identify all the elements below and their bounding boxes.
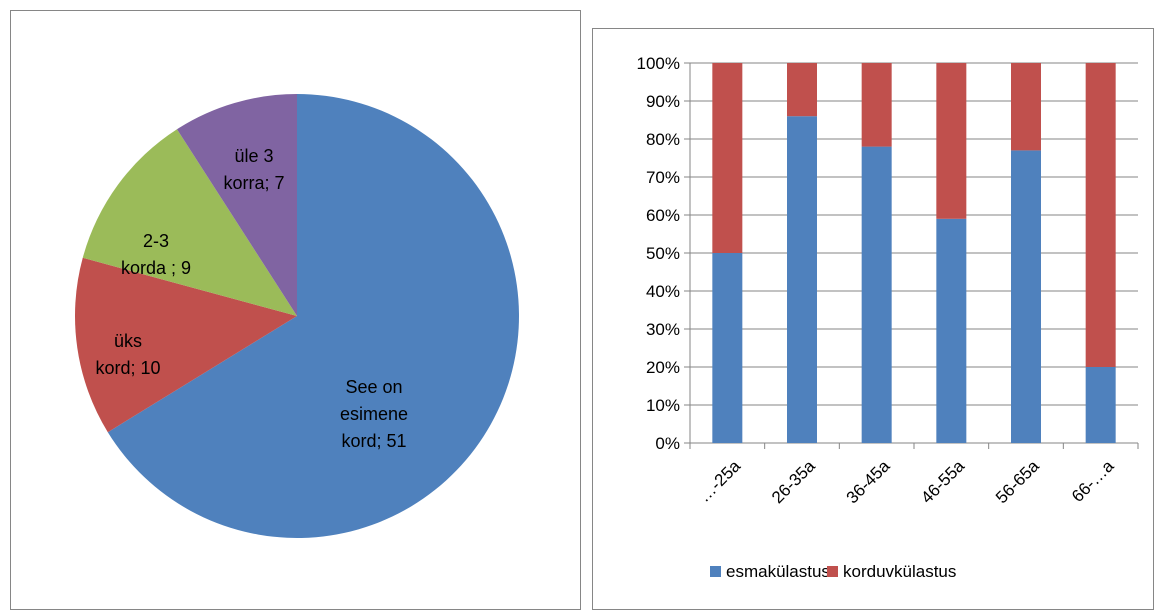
stacked-bar-chart-panel: 0% 10% 20% 30% 40% 50% 60% 70% 80% 90% 100% …-25a 26… — [592, 28, 1154, 610]
y-tick-label: 40% — [646, 282, 680, 301]
pie-slice-0 — [107, 94, 519, 538]
bar-esmakülastus-4 — [1011, 150, 1041, 443]
pie-slice-label-3: üle 3 korra; 7 — [223, 146, 284, 193]
pie-label-line: kord; 51 — [341, 431, 406, 451]
pie-label-line: üle 3 — [234, 146, 273, 166]
legend-label-0: esmakülastus — [726, 562, 830, 581]
x-tick-label: 56-65a — [992, 456, 1043, 507]
bar-korduvkülastus-3 — [936, 63, 967, 219]
y-tick-label: 100% — [637, 54, 680, 73]
bar-esmakülastus-5 — [1085, 367, 1116, 443]
pie-slice-2 — [82, 129, 297, 316]
pie-slice-1 — [74, 257, 297, 433]
x-tick-label: 66-…a — [1068, 456, 1118, 506]
y-tick-label: 10% — [646, 396, 680, 415]
bar-korduvkülastus-4 — [1011, 63, 1041, 151]
y-tick-label: 70% — [646, 168, 680, 187]
x-tick-label: 36-45a — [843, 456, 894, 507]
pie-chart-panel: See on esimene kord; 51 üks kord; 10 2-3 korda… — [10, 10, 581, 610]
pie-slice-label-1: üks kord; 10 — [95, 331, 160, 378]
y-tick-label: 20% — [646, 358, 680, 377]
y-tick-label: 30% — [646, 320, 680, 339]
pie-label-line: kord; 10 — [95, 358, 160, 378]
legend-swatch-1 — [827, 566, 838, 577]
x-tick-label: …-25a — [695, 456, 745, 506]
bar-esmakülastus-1 — [787, 116, 817, 443]
bar-esmakülastus-2 — [861, 146, 892, 443]
bar-korduvkülastus-0 — [712, 63, 743, 253]
y-tick-label: 0% — [655, 434, 680, 453]
bar-esmakülastus-3 — [936, 218, 967, 443]
stacked-bar-chart: 0% 10% 20% 30% 40% 50% 60% 70% 80% 90% 100% …-25a 26… — [637, 54, 1139, 581]
y-tick-label: 80% — [646, 130, 680, 149]
pie-chart: See on esimene kord; 51 üks kord; 10 2-3 korda… — [74, 94, 519, 538]
legend-label-1: korduvkülastus — [843, 562, 956, 581]
legend-swatch-0 — [710, 566, 721, 577]
x-tick-label: 26-35a — [768, 456, 819, 507]
y-tick-label: 50% — [646, 244, 680, 263]
y-tick-label: 90% — [646, 92, 680, 111]
pie-slice-3 — [176, 94, 297, 316]
pie-label-line: See on — [345, 377, 402, 397]
bar-korduvkülastus-5 — [1085, 63, 1116, 367]
pie-slice-label-0: See on esimene kord; 51 — [340, 377, 408, 451]
pie-slice-label-2: 2-3 korda ; 9 — [121, 231, 191, 278]
pie-label-line: üks — [114, 331, 142, 351]
bar-korduvkülastus-2 — [861, 63, 892, 147]
pie-label-line: korda ; 9 — [121, 258, 191, 278]
pie-label-line: esimene — [340, 404, 408, 424]
x-tick-label: 46-55a — [917, 456, 968, 507]
bar-esmakülastus-0 — [712, 253, 743, 443]
y-tick-label: 60% — [646, 206, 680, 225]
pie-label-line: 2-3 — [143, 231, 169, 251]
pie-label-line: korra; 7 — [223, 173, 284, 193]
bar-korduvkülastus-1 — [787, 63, 817, 117]
